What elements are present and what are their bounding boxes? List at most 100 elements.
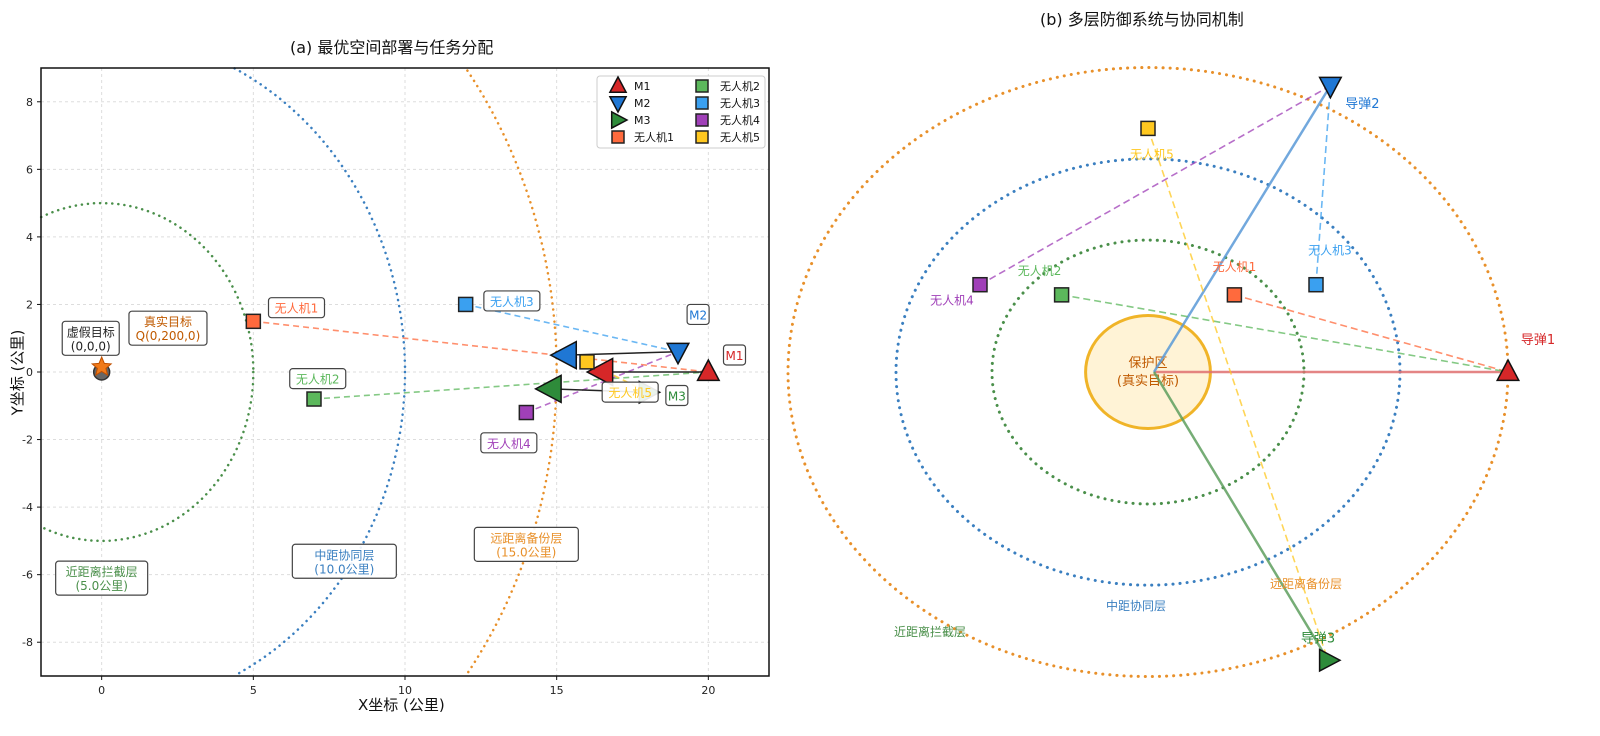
annotation-box [289,368,347,390]
annotation-text: Q(0,200,0) [136,329,201,343]
uav-marker [518,404,535,421]
legend-marker [608,95,628,114]
missile-marker [1318,648,1342,673]
missile-label: M1 [722,344,747,366]
annotation-box [480,432,538,454]
velocity-arrowhead [533,374,562,404]
uav-label: 无人机4 [930,294,974,308]
legend-frame [596,75,766,149]
uav-marker [457,296,474,313]
uav-label: 无人机5 [601,381,659,403]
annotation-text: M2 [689,308,707,322]
x-tick-label: 0 [98,684,105,697]
legend-marker [611,130,625,144]
y-tick-label: 0 [26,366,33,379]
uav-marker [972,276,988,293]
annotation-box [483,290,541,312]
y-tick-label: -2 [22,434,33,447]
uav-marker [1226,287,1243,303]
assignment-line [1234,294,1509,373]
missile-marker [1318,76,1343,100]
annotation-box [128,310,208,346]
missile-label: M3 [665,384,689,407]
legend-marker [695,113,709,127]
uav-marker [1053,287,1070,303]
y-tick-label: -8 [22,636,33,649]
legend-marker [695,130,709,144]
real-target-star-icon [90,355,113,377]
x-tick-label: 15 [550,684,564,697]
annotation-text: (5.0公里) [75,579,127,593]
threat-line [1152,85,1332,373]
threat-line [1152,371,1330,661]
decoy-target-label: 虚假目标(0,0,0) [61,320,120,356]
assignment-line [1061,294,1509,373]
assignment-line [1147,128,1329,661]
x-tick-label: 5 [250,684,257,697]
ring-3 [466,69,558,675]
ring-label: 近距离拦截层(5.0公里) [55,560,149,596]
y-tick-label: 8 [26,96,33,109]
assignment-line [979,85,1331,286]
missile-label: 导弹3 [1301,631,1335,646]
annotation-box [473,526,579,562]
uav-marker [1308,276,1324,293]
annotation-text: M3 [668,390,686,404]
annotation-box [55,560,149,596]
annotation-box [686,303,710,326]
x-tick-label: 10 [398,684,412,697]
assignment-line [526,350,679,414]
missile-marker [696,358,721,382]
legend-label: M1 [634,80,651,93]
legend-marker [695,96,709,110]
annotation-text: 真实目标 [144,314,192,329]
y-tick-label: -6 [22,569,33,582]
legend-marker [610,110,629,130]
ring-label: 近距离拦截层 [894,624,966,639]
annotation-text: 无人机4 [487,437,531,451]
uav-marker [245,313,262,330]
uav-label: 无人机3 [1308,244,1352,258]
legend-label: M2 [634,97,651,110]
uav-label: 无人机2 [289,368,347,390]
annotation-box [61,320,120,356]
legend-label: 无人机2 [720,79,760,93]
annotation-box [665,384,689,407]
annotation-text: M1 [726,349,744,363]
ring-label: 远距离备份层(15.0公里) [473,526,579,562]
uav-marker [306,391,322,407]
uav-marker [579,354,595,370]
annotation-box [291,543,397,579]
uav-label: 无人机5 [1130,147,1174,161]
uav-marker [1140,120,1156,137]
annotation-box [722,344,747,366]
x-axis-label: X坐标 (公里) [358,696,445,714]
missile-label: 导弹1 [1521,333,1555,348]
annotation-text: 中距协同层 [314,547,374,562]
assignment-line [465,303,679,353]
assignment-line [1315,85,1332,285]
annotation-text: 无人机5 [608,386,652,400]
chart-b-title: (b) 多层防御系统与协同机制 [1040,10,1244,29]
ring-label: 中距协同层(10.0公里) [291,543,397,579]
annotation-text: 无人机1 [275,302,319,316]
legend-label: 无人机1 [634,130,674,144]
assignment-line [253,320,709,373]
missile-marker [665,342,691,366]
annotation-text: 无人机2 [296,373,340,387]
annotation-text: 近距离拦截层 [66,564,138,579]
chart-a-title: (a) 最优空间部署与任务分配 [290,38,494,57]
velocity-arrowhead [585,357,614,387]
uav-label: 无人机3 [483,290,541,312]
annotation-text: (10.0公里) [314,562,374,576]
x-tick-label: 20 [701,684,715,697]
legend-label: M3 [634,114,651,127]
assignment-line [313,371,709,400]
missile-label: 导弹2 [1345,97,1379,112]
legend-marker [695,79,709,93]
ring-label: 远距离备份层 [1270,576,1342,591]
annotation-text: 远距离备份层 [490,530,562,545]
legend-marker [608,75,628,94]
